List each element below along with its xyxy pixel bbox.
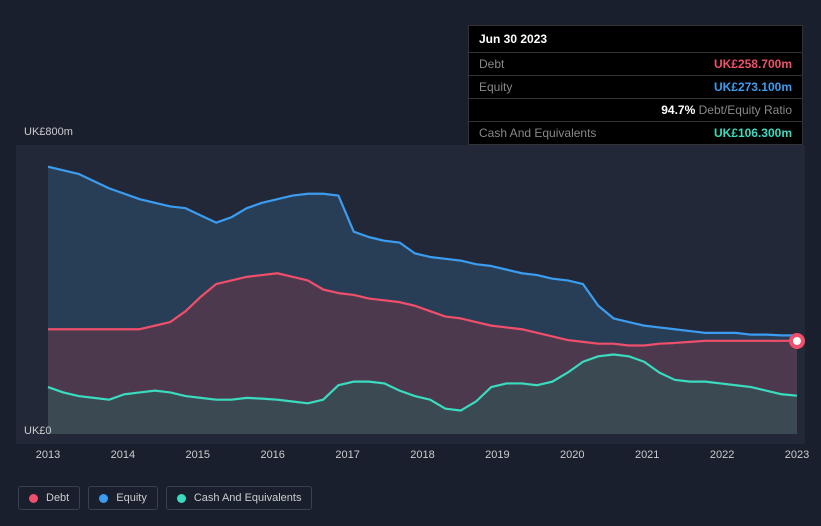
x-tick: 2023 <box>785 449 809 461</box>
x-tick: 2015 <box>186 449 210 461</box>
tooltip-row-suffix: Debt/Equity Ratio <box>695 103 792 117</box>
x-tick: 2017 <box>335 449 359 461</box>
legend-label: Cash And Equivalents <box>194 492 302 504</box>
x-tick: 2022 <box>710 449 734 461</box>
tooltip-row-value: UK£273.100m <box>714 80 792 94</box>
tooltip-row-label: Cash And Equivalents <box>479 126 596 140</box>
debt-equity-chart <box>16 145 805 444</box>
x-tick: 2020 <box>560 449 584 461</box>
tooltip-row-value: UK£258.700m <box>714 57 792 71</box>
legend-swatch <box>99 494 108 503</box>
highlight-marker <box>789 333 805 349</box>
legend-swatch <box>29 494 38 503</box>
x-tick: 2019 <box>485 449 509 461</box>
tooltip-date: Jun 30 2023 <box>469 26 802 53</box>
tooltip-row-label: Debt <box>479 57 504 71</box>
tooltip-row-value: 94.7% <box>661 103 695 117</box>
chart-legend: Debt Equity Cash And Equivalents <box>18 486 312 510</box>
legend-item[interactable]: Equity <box>88 486 158 510</box>
tooltip-row: Equity UK£273.100m <box>469 76 802 99</box>
tooltip-row-value-wrap: 94.7% Debt/Equity Ratio <box>661 103 792 117</box>
legend-item[interactable]: Debt <box>18 486 80 510</box>
x-tick: 2016 <box>260 449 284 461</box>
tooltip-row: 94.7% Debt/Equity Ratio <box>469 99 802 122</box>
legend-item[interactable]: Cash And Equivalents <box>166 486 313 510</box>
tooltip-row-value-wrap: UK£106.300m <box>714 126 792 140</box>
x-tick: 2013 <box>36 449 60 461</box>
y-axis-max-label: UK£800m <box>24 126 73 138</box>
y-axis-min-label: UK£0 <box>24 425 52 437</box>
legend-label: Debt <box>46 492 69 504</box>
x-tick: 2021 <box>635 449 659 461</box>
x-axis: 2013 2014 2015 2016 2017 2018 2019 2020 2021 2022… <box>16 449 805 465</box>
tooltip-row-value-wrap: UK£258.700m <box>714 57 792 71</box>
tooltip-row-value: UK£106.300m <box>714 126 792 140</box>
tooltip-row-value-wrap: UK£273.100m <box>714 80 792 94</box>
x-tick: 2014 <box>111 449 135 461</box>
chart-svg <box>16 145 805 444</box>
legend-label: Equity <box>116 492 147 504</box>
chart-tooltip: Jun 30 2023 Debt UK£258.700m Equity UK£273.… <box>468 25 803 145</box>
x-tick: 2018 <box>410 449 434 461</box>
tooltip-row: Debt UK£258.700m <box>469 53 802 76</box>
tooltip-row: Cash And Equivalents UK£106.300m <box>469 122 802 144</box>
tooltip-row-label: Equity <box>479 80 512 94</box>
legend-swatch <box>177 494 186 503</box>
